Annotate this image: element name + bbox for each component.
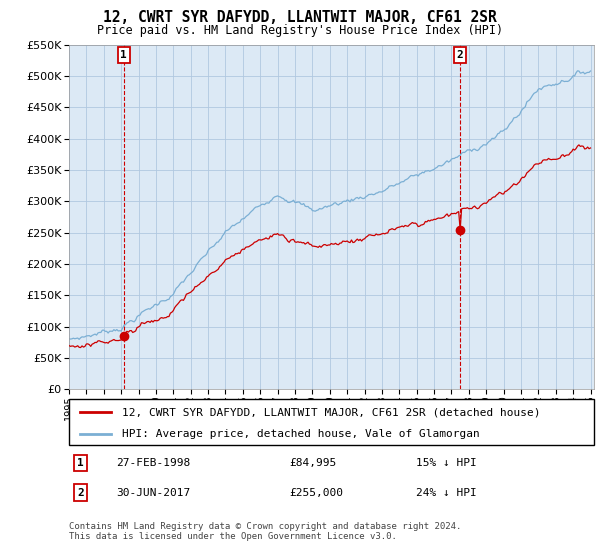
- Text: 1: 1: [121, 50, 127, 60]
- Text: 12, CWRT SYR DAFYDD, LLANTWIT MAJOR, CF61 2SR (detached house): 12, CWRT SYR DAFYDD, LLANTWIT MAJOR, CF6…: [121, 407, 540, 417]
- Text: £255,000: £255,000: [290, 488, 343, 498]
- Text: 2: 2: [457, 50, 464, 60]
- Text: £84,995: £84,995: [290, 458, 337, 468]
- Text: Price paid vs. HM Land Registry's House Price Index (HPI): Price paid vs. HM Land Registry's House …: [97, 24, 503, 36]
- Text: 27-FEB-1998: 27-FEB-1998: [116, 458, 191, 468]
- Text: 15% ↓ HPI: 15% ↓ HPI: [415, 458, 476, 468]
- Text: Contains HM Land Registry data © Crown copyright and database right 2024.
This d: Contains HM Land Registry data © Crown c…: [69, 522, 461, 542]
- Text: HPI: Average price, detached house, Vale of Glamorgan: HPI: Average price, detached house, Vale…: [121, 429, 479, 438]
- Text: 24% ↓ HPI: 24% ↓ HPI: [415, 488, 476, 498]
- Text: 12, CWRT SYR DAFYDD, LLANTWIT MAJOR, CF61 2SR: 12, CWRT SYR DAFYDD, LLANTWIT MAJOR, CF6…: [103, 10, 497, 25]
- Text: 1: 1: [77, 458, 83, 468]
- Text: 2: 2: [77, 488, 83, 498]
- Text: 30-JUN-2017: 30-JUN-2017: [116, 488, 191, 498]
